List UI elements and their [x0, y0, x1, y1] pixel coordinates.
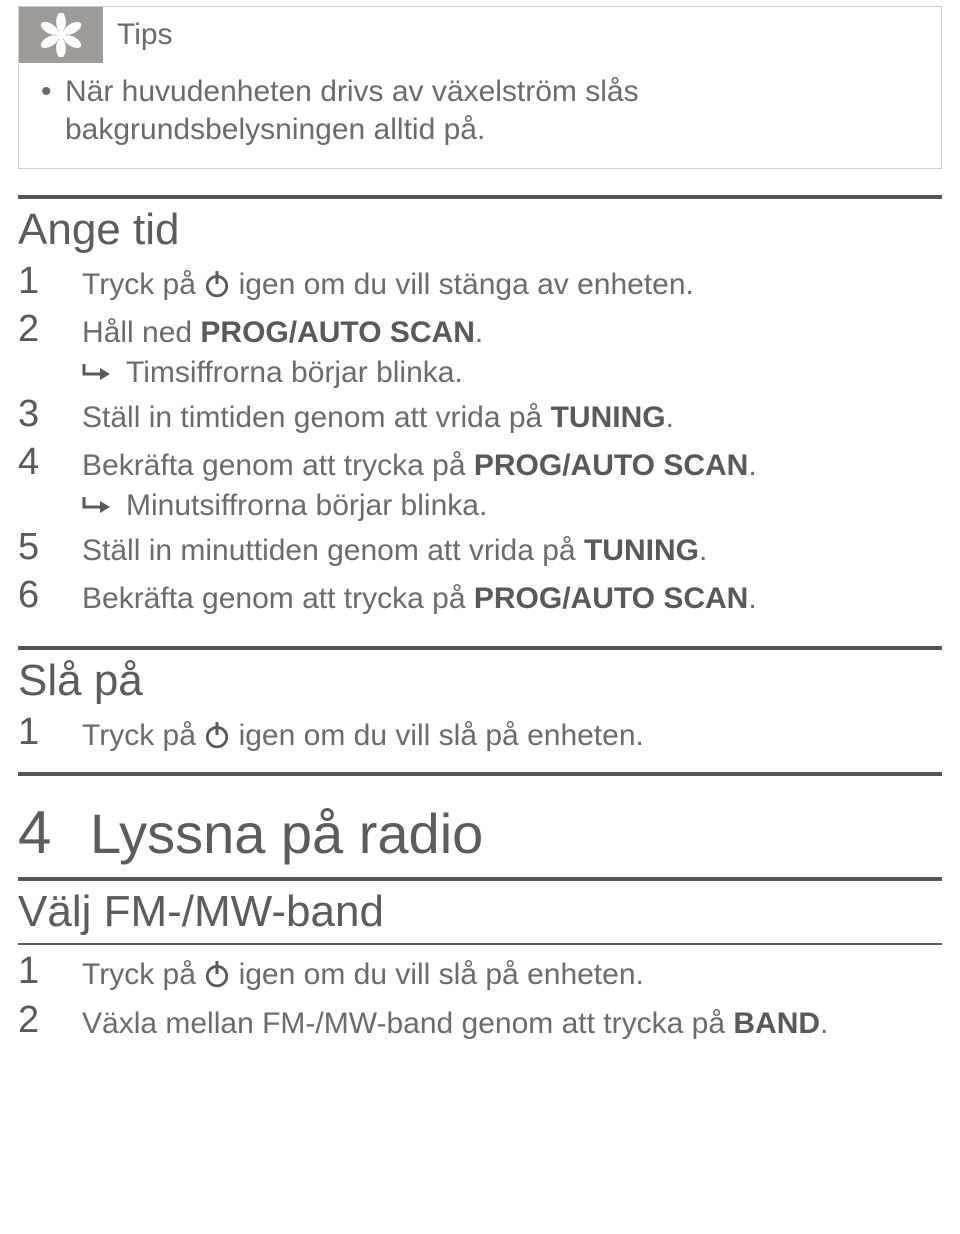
step-text-bold: TUNING	[584, 534, 699, 567]
step-text-post: .	[699, 534, 707, 567]
step-result: Minutsiffrorna börjar blinka.	[82, 489, 942, 523]
step-number: 6	[18, 575, 82, 617]
power-icon	[204, 269, 230, 297]
step: 2 Håll ned PROG/AUTO SCAN.	[18, 309, 942, 354]
step-result-text: Minutsiffrorna börjar blinka.	[126, 489, 487, 523]
step: 6 Bekräfta genom att trycka på PROG/AUTO…	[18, 575, 942, 620]
power-icon	[204, 720, 230, 748]
step-text: Tryck på igen om du vill slå på enheten.	[82, 951, 644, 996]
step-text-post: igen om du vill slå på enheten.	[230, 958, 644, 991]
step-text: Ställ in timtiden genom att vrida på TUN…	[82, 394, 674, 439]
section-rule	[18, 943, 942, 945]
section-title: Välj FM-/MW-band	[18, 887, 942, 937]
step-text-pre: Växla mellan FM-/MW-band genom att tryck…	[82, 1007, 733, 1040]
step-text: Tryck på igen om du vill slå på enheten.	[82, 712, 644, 757]
step-number: 2	[18, 1000, 82, 1042]
step-text: Bekräfta genom att trycka på PROG/AUTO S…	[82, 575, 757, 620]
step: 5 Ställ in minuttiden genom att vrida på…	[18, 527, 942, 572]
chapter-title: Lyssna på radio	[90, 801, 483, 866]
step-text-pre: Bekräfta genom att trycka på	[82, 449, 474, 482]
chapter-rule-top	[18, 772, 942, 776]
tips-title: Tips	[103, 7, 173, 63]
step-text: Tryck på igen om du vill stänga av enhet…	[82, 261, 694, 306]
step-text-bold: TUNING	[551, 401, 666, 434]
step-text-post: .	[820, 1007, 828, 1040]
step-text-bold: BAND	[733, 1007, 820, 1040]
step: 1 Tryck på igen om du vill slå på enhete…	[18, 951, 942, 996]
section-ange-tid: Ange tid 1 Tryck på igen om du vill stän…	[18, 195, 942, 620]
steps-list: 1 Tryck på igen om du vill stänga av enh…	[18, 261, 942, 620]
tips-header: Tips	[19, 7, 941, 63]
step: 4 Bekräfta genom att trycka på PROG/AUTO…	[18, 442, 942, 487]
step-text-post: .	[748, 449, 756, 482]
step: 1 Tryck på igen om du vill slå på enhete…	[18, 712, 942, 757]
step-text: Ställ in minuttiden genom att vrida på T…	[82, 527, 707, 572]
step-text-post: .	[666, 401, 674, 434]
step-number: 4	[18, 442, 82, 484]
step-text-pre: Håll ned	[82, 316, 200, 349]
step-number: 2	[18, 309, 82, 351]
step-text-pre: Ställ in timtiden genom att vrida på	[82, 401, 551, 434]
power-icon	[204, 959, 230, 987]
step-number: 1	[18, 951, 82, 993]
step-text-pre: Tryck på	[82, 268, 204, 301]
step-text-pre: Tryck på	[82, 719, 204, 752]
step-number: 1	[18, 261, 82, 303]
result-arrow-icon	[82, 356, 126, 384]
step-text-bold: PROG/AUTO SCAN	[200, 316, 474, 349]
step-result-text: Timsiffrorna börjar blinka.	[126, 356, 463, 390]
step-text-post: igen om du vill stänga av enheten.	[230, 268, 694, 301]
step-text-post: igen om du vill slå på enheten.	[230, 719, 644, 752]
chapter-number: 4	[18, 798, 90, 867]
step-text-post: .	[748, 582, 756, 615]
chapter-heading: 4 Lyssna på radio	[18, 798, 942, 867]
asterisk-icon	[19, 7, 103, 63]
step-number: 5	[18, 527, 82, 569]
step-number: 3	[18, 394, 82, 436]
chapter-rule-bottom	[18, 877, 942, 881]
step-text-pre: Ställ in minuttiden genom att vrida på	[82, 534, 584, 567]
result-arrow-icon	[82, 489, 126, 517]
step: 1 Tryck på igen om du vill stänga av enh…	[18, 261, 942, 306]
step-number: 1	[18, 712, 82, 754]
step-result: Timsiffrorna börjar blinka.	[82, 356, 942, 390]
tips-body: När huvudenheten drivs av växelström slå…	[19, 63, 941, 168]
steps-list: 1 Tryck på igen om du vill slå på enhete…	[18, 712, 942, 757]
section-title: Ange tid	[18, 205, 942, 255]
step-text-post: .	[475, 316, 483, 349]
section-rule	[18, 195, 942, 199]
section-rule	[18, 646, 942, 650]
step-text: Växla mellan FM-/MW-band genom att tryck…	[82, 1000, 828, 1045]
tips-box: Tips När huvudenheten drivs av växelströ…	[18, 6, 942, 169]
step-text: Håll ned PROG/AUTO SCAN.	[82, 309, 483, 354]
step-text-bold: PROG/AUTO SCAN	[474, 449, 748, 482]
step-text: Bekräfta genom att trycka på PROG/AUTO S…	[82, 442, 757, 487]
step-text-bold: PROG/AUTO SCAN	[474, 582, 748, 615]
step: 3 Ställ in timtiden genom att vrida på T…	[18, 394, 942, 439]
tips-item: När huvudenheten drivs av växelström slå…	[59, 73, 921, 150]
step-text-pre: Tryck på	[82, 958, 204, 991]
step-text-pre: Bekräfta genom att trycka på	[82, 582, 474, 615]
section-title: Slå på	[18, 656, 942, 706]
steps-list: 1 Tryck på igen om du vill slå på enhete…	[18, 951, 942, 1044]
section-valj-band: Välj FM-/MW-band 1 Tryck på igen om du v…	[18, 887, 942, 1044]
section-sla-pa: Slå på 1 Tryck på igen om du vill slå på…	[18, 646, 942, 757]
step: 2 Växla mellan FM-/MW-band genom att try…	[18, 1000, 942, 1045]
